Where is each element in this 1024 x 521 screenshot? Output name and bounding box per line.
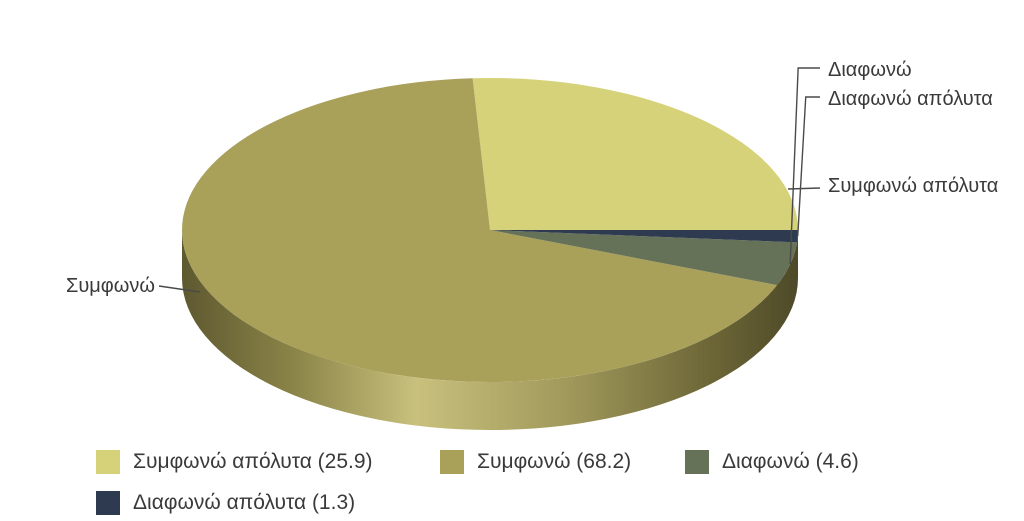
- legend-label-0: Συμφωνώ απόλυτα (25.9): [133, 450, 373, 473]
- legend-item-0: Συμφωνώ απόλυτα (25.9): [96, 450, 373, 474]
- legend-swatch-0: [96, 450, 120, 474]
- legend-swatch-2: [685, 450, 709, 474]
- legend-item-3: Διαφωνώ απόλυτα (1.3): [96, 491, 355, 515]
- legend-label-1: Συμφωνώ (68.2): [477, 450, 632, 473]
- pie-slice-2: [490, 230, 797, 286]
- pie-slice-1: [181, 78, 778, 382]
- callout-label-2: Διαφωνώ: [828, 59, 912, 81]
- legend-label-3: Διαφωνώ απόλυτα (1.3): [133, 491, 356, 514]
- pie-side-wall: [182, 230, 798, 430]
- callout-label-3: Διαφωνώ απόλυτα: [828, 88, 993, 110]
- pie-slice-3: [490, 230, 798, 243]
- legend-label-2: Διαφωνώ (4.6): [722, 450, 859, 473]
- callout-line-2: [789, 67, 820, 265]
- legend-item-2: Διαφωνώ (4.6): [685, 450, 859, 474]
- callout-line-3: [797, 96, 820, 237]
- legend-swatch-3: [96, 491, 120, 515]
- callout-label-0: Συμφωνώ απόλυτα: [828, 175, 998, 197]
- callout-label-1: Συμφωνώ: [66, 275, 155, 297]
- pie-slice-0: [472, 78, 798, 231]
- legend-swatch-1: [440, 450, 464, 474]
- callout-line-1: [158, 285, 201, 293]
- legend-item-1: Συμφωνώ (68.2): [440, 450, 631, 474]
